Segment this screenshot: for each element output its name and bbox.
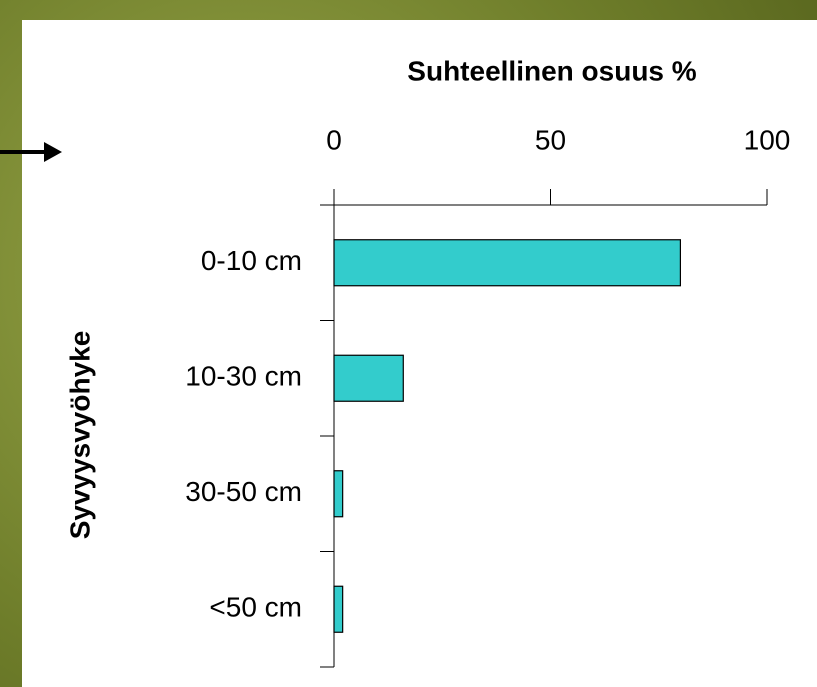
arrow-head — [44, 142, 62, 162]
y-tick-label: 0-10 cm — [201, 245, 302, 276]
bar — [333, 354, 404, 402]
y-axis-title: Syvyysvyöhyke — [64, 331, 95, 540]
y-tick-label: 30-50 cm — [185, 476, 302, 507]
bar — [333, 239, 681, 287]
x-tick-label: 50 — [535, 124, 566, 155]
x-tick-label: 0 — [326, 124, 342, 155]
panel — [22, 20, 817, 687]
y-tick-label: 10-30 cm — [185, 361, 302, 392]
y-tick-label: <50 cm — [209, 592, 302, 623]
bar — [333, 470, 344, 518]
x-tick-label: 100 — [744, 124, 791, 155]
bar — [333, 585, 344, 633]
x-axis-title: Suhteellinen osuus % — [407, 55, 696, 86]
